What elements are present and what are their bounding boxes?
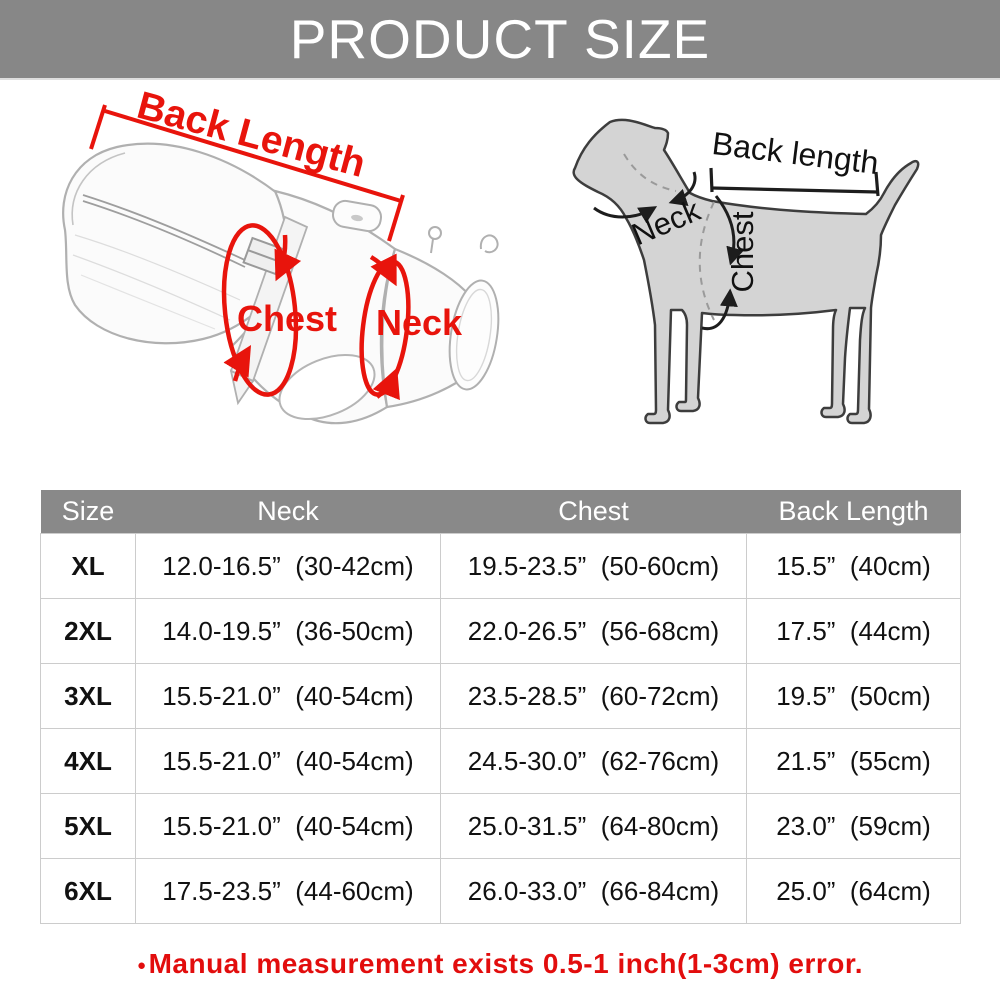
neck-value: 15.5-21.0” (40-54cm) <box>135 728 441 794</box>
dog-dashed-guides <box>623 153 715 321</box>
neck-value: 14.0-19.5” (36-50cm) <box>135 598 441 664</box>
chest-value: 26.0-33.0” (66-84cm) <box>440 858 747 924</box>
back-length-value: 25.0” (64cm) <box>746 858 961 924</box>
table-row: XL 12.0-16.5” (30-42cm) 19.5-23.5” (50-6… <box>40 533 961 599</box>
chest-value: 22.0-26.5” (56-68cm) <box>440 598 747 664</box>
col-header-back-length: Back Length <box>746 490 961 534</box>
jacket-annotations <box>89 104 411 401</box>
neck-value: 15.5-21.0” (40-54cm) <box>135 663 441 729</box>
jacket-neck-label: Neck <box>376 302 463 343</box>
col-header-size: Size <box>40 490 136 534</box>
table-row: 2XL 14.0-19.5” (36-50cm) 22.0-26.5” (56-… <box>40 598 961 664</box>
page-title: PRODUCT SIZE <box>289 7 711 70</box>
jacket-chest-label: Chest <box>237 298 337 339</box>
back-length-value: 19.5” (50cm) <box>746 663 961 729</box>
chest-value: 25.0-31.5” (64-80cm) <box>440 793 747 859</box>
neck-value: 12.0-16.5” (30-42cm) <box>135 533 441 599</box>
dog-chest-label: Chest <box>725 211 760 292</box>
dog-diagram: Back length Neck Chest <box>572 118 920 425</box>
back-length-value: 21.5” (55cm) <box>746 728 961 794</box>
size-value: 6XL <box>40 858 136 924</box>
chest-value: 19.5-23.5” (50-60cm) <box>440 533 747 599</box>
neck-value: 15.5-21.0” (40-54cm) <box>135 793 441 859</box>
size-value: 3XL <box>40 663 136 729</box>
back-length-value: 15.5” (40cm) <box>746 533 961 599</box>
size-value: 2XL <box>40 598 136 664</box>
measurement-error-note: ●Manual measurement exists 0.5-1 inch(1-… <box>0 948 1000 980</box>
dog-back-length-label: Back length <box>710 125 880 181</box>
table-row: 6XL 17.5-23.5” (44-60cm) 26.0-33.0” (66-… <box>40 858 961 924</box>
product-size-banner: PRODUCT SIZE <box>0 0 1000 80</box>
size-value: XL <box>40 533 136 599</box>
bullet-icon: ● <box>137 957 147 974</box>
size-value: 5XL <box>40 793 136 859</box>
chest-value: 24.5-30.0” (62-76cm) <box>440 728 747 794</box>
size-table: Size Neck Chest Back Length XL 12.0-16.5… <box>40 490 961 924</box>
col-header-neck: Neck <box>135 490 441 534</box>
jacket-sketch <box>62 142 500 425</box>
back-length-value: 17.5” (44cm) <box>746 598 961 664</box>
table-row: 4XL 15.5-21.0” (40-54cm) 24.5-30.0” (62-… <box>40 728 961 794</box>
back-length-value: 23.0” (59cm) <box>746 793 961 859</box>
table-header-row: Size Neck Chest Back Length <box>40 490 961 534</box>
table-row: 5XL 15.5-21.0” (40-54cm) 25.0-31.5” (64-… <box>40 793 961 859</box>
col-header-chest: Chest <box>440 490 747 534</box>
neck-value: 17.5-23.5” (44-60cm) <box>135 858 441 924</box>
dog-arrows <box>593 167 880 331</box>
jacket-diagram: Back Length Chest Neck <box>62 85 500 425</box>
chest-value: 23.5-28.5” (60-72cm) <box>440 663 747 729</box>
size-value: 4XL <box>40 728 136 794</box>
table-row: 3XL 15.5-21.0” (40-54cm) 23.5-28.5” (60-… <box>40 663 961 729</box>
measurement-error-text: Manual measurement exists 0.5-1 inch(1-3… <box>148 948 863 979</box>
dog-silhouette <box>572 118 920 425</box>
